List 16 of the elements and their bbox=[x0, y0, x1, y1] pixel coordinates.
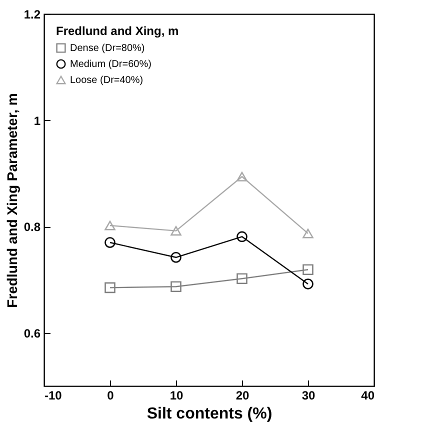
x-tick-label: 20 bbox=[236, 388, 250, 402]
legend-label: Dense (Dr=80%) bbox=[70, 43, 145, 54]
x-tick-label: 0 bbox=[107, 388, 114, 402]
x-tick-label: 40 bbox=[361, 388, 375, 402]
y-tick-label: 1.2 bbox=[24, 8, 41, 22]
y-tick-label: 0.6 bbox=[24, 326, 41, 340]
legend-label: Medium (Dr=60%) bbox=[70, 59, 152, 70]
legend-title: Fredlund and Xing, m bbox=[56, 24, 179, 38]
legend-label: Loose (Dr=40%) bbox=[70, 75, 144, 86]
y-tick-label: 0.8 bbox=[24, 220, 41, 234]
x-tick-label: -10 bbox=[44, 388, 62, 402]
x-tick-label: 10 bbox=[170, 388, 184, 402]
y-tick-label: 1 bbox=[34, 114, 41, 128]
x-tick-label: 30 bbox=[302, 388, 316, 402]
x-axis-title: Silt contents (%) bbox=[146, 406, 272, 422]
y-axis-title: Fredlund and Xing Parameter, m bbox=[4, 93, 20, 308]
